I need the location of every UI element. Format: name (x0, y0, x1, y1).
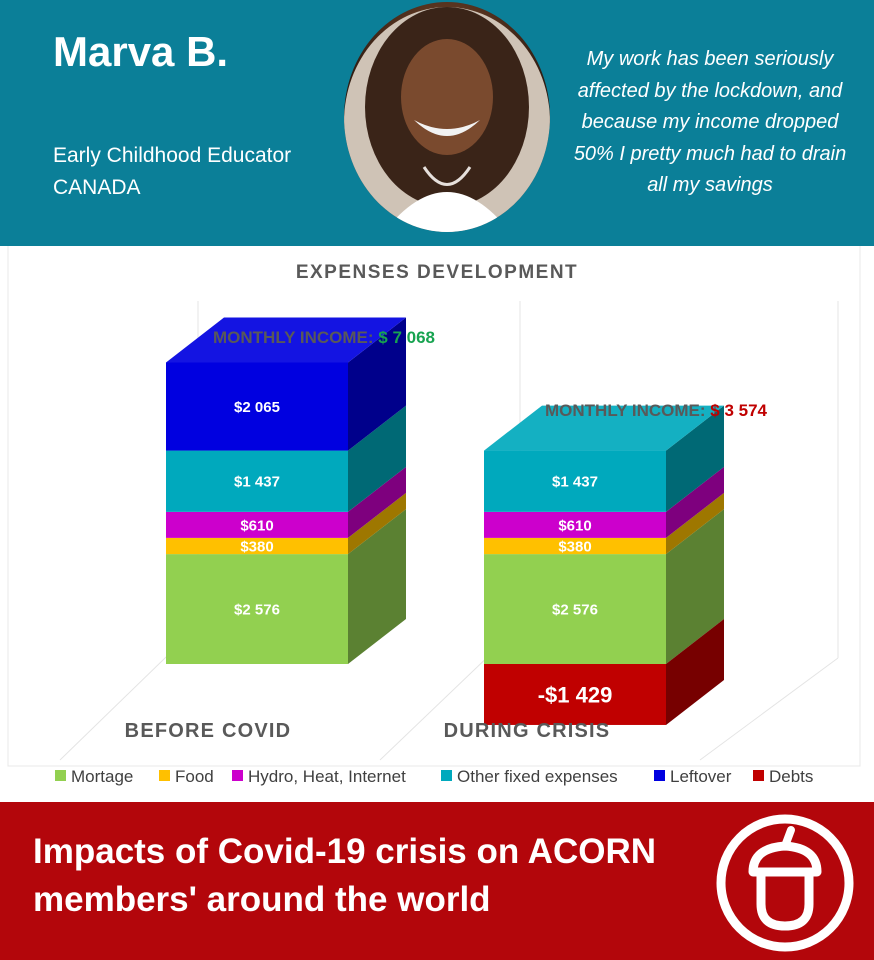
bar-value-label: $610 (240, 517, 273, 534)
legend-swatch (159, 770, 170, 781)
portrait-illustration (344, 7, 550, 232)
quote-line: affected by the lockdown, and (577, 79, 843, 102)
bar-value-label: $1 437 (234, 474, 280, 491)
person-job-title: Early Childhood Educator (53, 144, 292, 167)
bar-segment (484, 511, 666, 538)
bar-side-face (348, 317, 406, 451)
bar-side-face (666, 492, 724, 555)
legend-swatch (232, 770, 243, 781)
floor-line (699, 657, 839, 761)
quote-line: 50% I pretty much had to drain (573, 142, 847, 165)
legend-label: Debts (769, 767, 813, 786)
person-country: CANADA (53, 176, 141, 199)
quote-line: because my income dropped (581, 111, 839, 133)
bar-segment (484, 537, 666, 555)
monthly-income-value: $ 3 574 (710, 401, 767, 420)
bar-side-face (666, 466, 724, 538)
quote-line: My work has been seriously (586, 48, 834, 70)
category-label: BEFORE COVID (125, 720, 292, 742)
bar-top-face (484, 405, 724, 451)
bar-side-face (666, 509, 724, 664)
bar-segment (166, 450, 348, 512)
bar-segment (484, 450, 666, 512)
bar-segment (484, 664, 666, 725)
chart-border (7, 246, 861, 767)
person-details: Early Childhood Educator CANADA (53, 140, 291, 204)
category-label: DURING CRISIS (444, 720, 611, 742)
acorn-logo-icon (716, 814, 854, 952)
bar-side-face (666, 619, 724, 725)
bar-value-label: $2 576 (234, 601, 280, 618)
monthly-income-caption: MONTHLY INCOME: (213, 328, 378, 347)
legend-swatch (441, 770, 452, 781)
bar-side-face (348, 405, 406, 512)
monthly-income-label: MONTHLY INCOME: $ 7 068 (213, 328, 435, 347)
bar-side-face (348, 492, 406, 555)
expenses-chart: EXPENSES DEVELOPMENT $2 576 $380 $610 $1 437… (0, 246, 874, 802)
bar-segment (166, 537, 348, 555)
legend-swatch (55, 770, 66, 781)
bar-value-label: $1 437 (552, 474, 598, 491)
bar-side-face (666, 405, 724, 512)
bar-segment (484, 554, 666, 664)
quote-text: My work has been seriously affected by t… (555, 44, 865, 202)
bar-value-label: $380 (240, 538, 273, 555)
footer-title: Impacts of Covid-19 crisis on ACORN memb… (33, 832, 656, 919)
bar-top-face (166, 317, 406, 363)
bar-side-face (348, 466, 406, 538)
bar-value-label: $2 576 (552, 601, 598, 618)
monthly-income-label: MONTHLY INCOME: $ 3 574 (545, 401, 768, 420)
profile-header: Marva B. Early Childhood Educator CANADA… (0, 0, 874, 246)
bar-segment (166, 362, 348, 451)
chart-title: EXPENSES DEVELOPMENT (296, 262, 578, 283)
legend-label: Other fixed expenses (457, 767, 618, 786)
legend-label: Mortage (71, 767, 133, 786)
chart-background (0, 246, 874, 802)
quote-line: all my savings (647, 174, 773, 196)
bar-segment (166, 511, 348, 538)
bar-value-label: $380 (558, 538, 591, 555)
legend-label: Hydro, Heat, Internet (248, 767, 406, 786)
person-name: Marva B. (53, 28, 229, 75)
monthly-income-value: $ 7 068 (378, 328, 435, 347)
bar-value-label: $610 (558, 517, 591, 534)
monthly-income-caption: MONTHLY INCOME: (545, 401, 710, 420)
legend-label: Leftover (670, 767, 732, 786)
bar-value-label: $2 065 (234, 399, 280, 416)
bar-segment (166, 554, 348, 664)
footer-banner: Impacts of Covid-19 crisis on ACORN memb… (0, 802, 874, 960)
person-photo (344, 2, 550, 232)
legend-swatch (753, 770, 764, 781)
legend-swatch (654, 770, 665, 781)
legend-label: Food (175, 767, 214, 786)
bar-value-label: -$1 429 (538, 682, 613, 707)
bar-side-face (348, 509, 406, 664)
